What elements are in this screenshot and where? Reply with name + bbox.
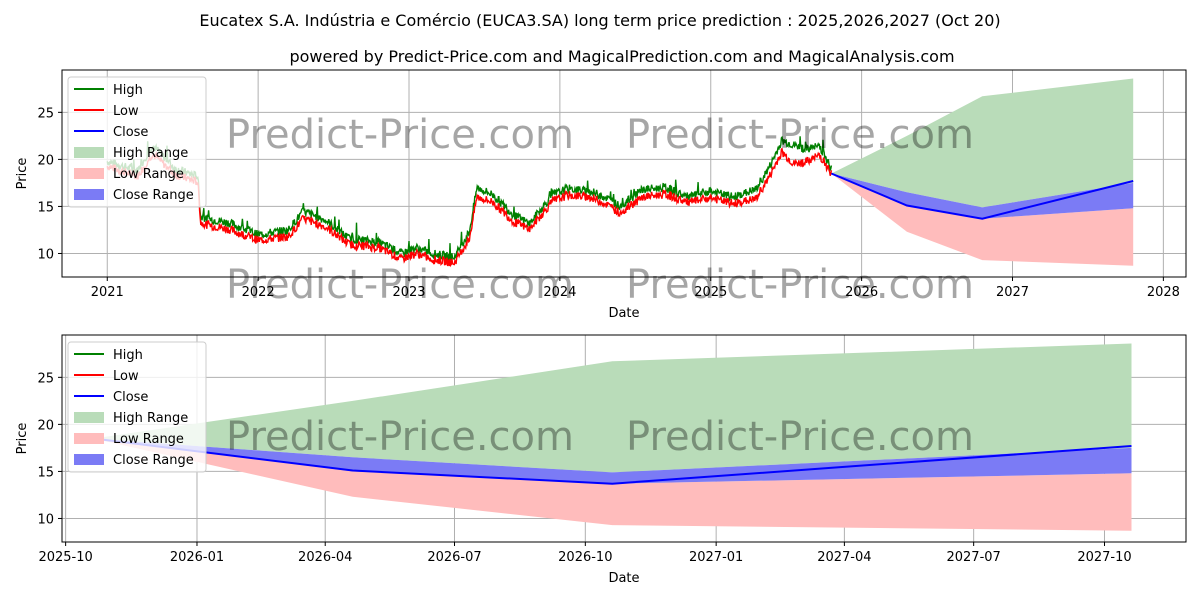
legend: High Low Close High Range Low Range Close Ran… [67,341,207,473]
legend-label-low-range: Low Range [113,167,184,182]
legend-label-close: Close [113,125,148,140]
legend: High Low Close High Range Low Range Close Ran… [67,76,207,208]
y-tick-label: 15 [37,465,54,480]
legend-label-high: High [113,348,143,363]
x-tick-label: 2025 [694,285,727,300]
legend-label-low: Low [113,369,139,384]
y-axis-label: Price [15,423,30,455]
x-tick-label: 2027-01 [689,550,743,565]
plot-area [106,78,1134,268]
chart-subtitle: powered by Predict-Price.com and Magical… [289,47,954,66]
high-range-swatch [74,412,104,423]
y-axis-label: Price [15,158,30,190]
close-line [93,437,1132,485]
watermark-text: Predict-Price.com [626,112,974,158]
x-tick-label: 2026-10 [558,550,612,565]
x-tick-label: 2027-10 [1077,550,1131,565]
watermark-text: Predict-Price.com [226,112,574,158]
x-tick-label: 2026-04 [298,550,352,565]
close-range-swatch [74,189,104,200]
close-range-swatch [74,454,104,465]
bottom-panel: Predict-Price.com Predict-Price.com 2025-1… [15,334,1187,586]
y-tick-label: 20 [37,153,54,168]
x-axis-label: Date [608,306,639,321]
x-tick-label: 2022 [242,285,275,300]
close-range-band [93,438,1132,484]
low-line [106,147,833,268]
y-tick-label: 15 [37,200,54,215]
x-tick-label: 2027-07 [946,550,1000,565]
watermark-text: Predict-Price.com [626,262,974,308]
x-tick-label: 2027 [996,285,1029,300]
y-tick-label: 25 [37,106,54,121]
watermark-text: Predict-Price.com [226,262,574,308]
legend-label-close-range: Close Range [113,188,194,203]
x-tick-label: 2026-07 [427,550,481,565]
high-range-band [93,343,1132,473]
x-tick-label: 2028 [1147,285,1180,300]
close-line [831,172,1134,220]
watermark-text: Predict-Price.com [226,414,574,460]
legend-label-close: Close [113,390,148,405]
close-range-band [831,173,1134,219]
axes-frame [61,334,1187,543]
top-panel: Predict-Price.com Predict-Price.com Predic… [15,69,1187,321]
plot-area [93,343,1132,531]
legend-label-high-range: High Range [113,146,188,161]
legend-label-close-range: Close Range [113,453,194,468]
low-range-swatch [74,168,104,179]
x-tick-label: 2026-01 [170,550,224,565]
y-tick-label: 10 [37,247,54,262]
high-range-swatch [74,147,104,158]
x-tick-label: 2023 [392,285,425,300]
x-axis-label: Date [608,571,639,586]
x-tick-label: 2026 [845,285,878,300]
x-tick-label: 2027-04 [817,550,871,565]
legend-label-low: Low [113,104,139,119]
x-tick-label: 2025-10 [38,550,92,565]
chart-title: Eucatex S.A. Indústria e Comércio (EUCA3… [199,11,1000,30]
axes-frame [61,69,1187,278]
x-tick-label: 2024 [543,285,576,300]
legend-label-high-range: High Range [113,411,188,426]
low-range-swatch [74,433,104,444]
y-tick-label: 10 [37,512,54,527]
x-tick-label: 2021 [91,285,124,300]
legend-label-high: High [113,83,143,98]
high-range-band [831,78,1134,208]
high-line [106,135,833,262]
watermark-text: Predict-Price.com [626,414,974,460]
y-tick-label: 20 [37,418,54,433]
y-tick-label: 25 [37,371,54,386]
legend-label-low-range: Low Range [113,432,184,447]
